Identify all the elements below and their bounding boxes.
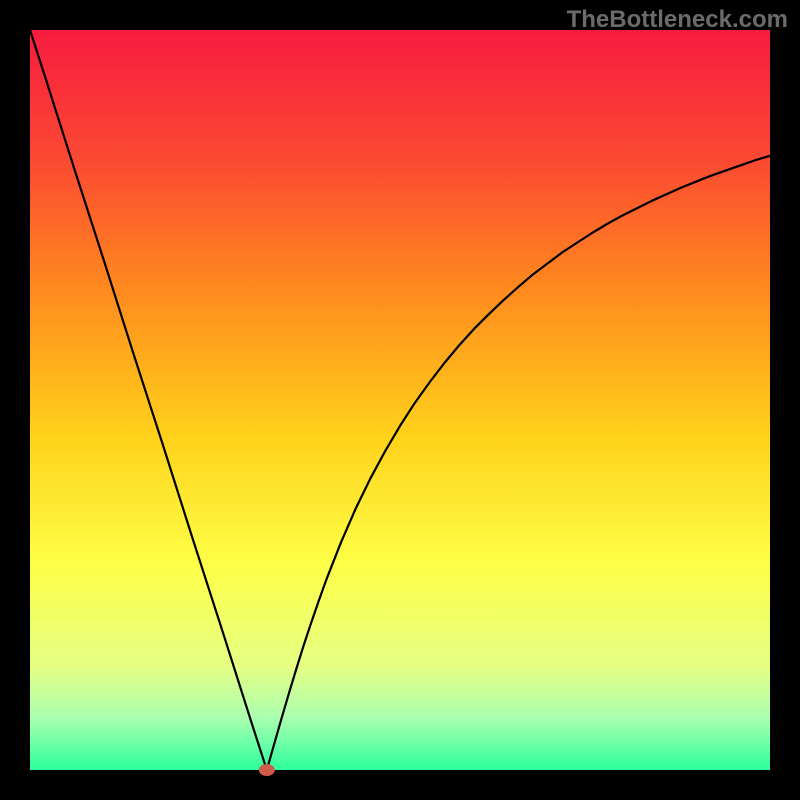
bottleneck-chart xyxy=(0,0,800,800)
chart-frame: TheBottleneck.com xyxy=(0,0,800,800)
chart-background xyxy=(30,30,770,770)
bottleneck-marker xyxy=(259,764,275,776)
watermark-text: TheBottleneck.com xyxy=(567,6,788,34)
